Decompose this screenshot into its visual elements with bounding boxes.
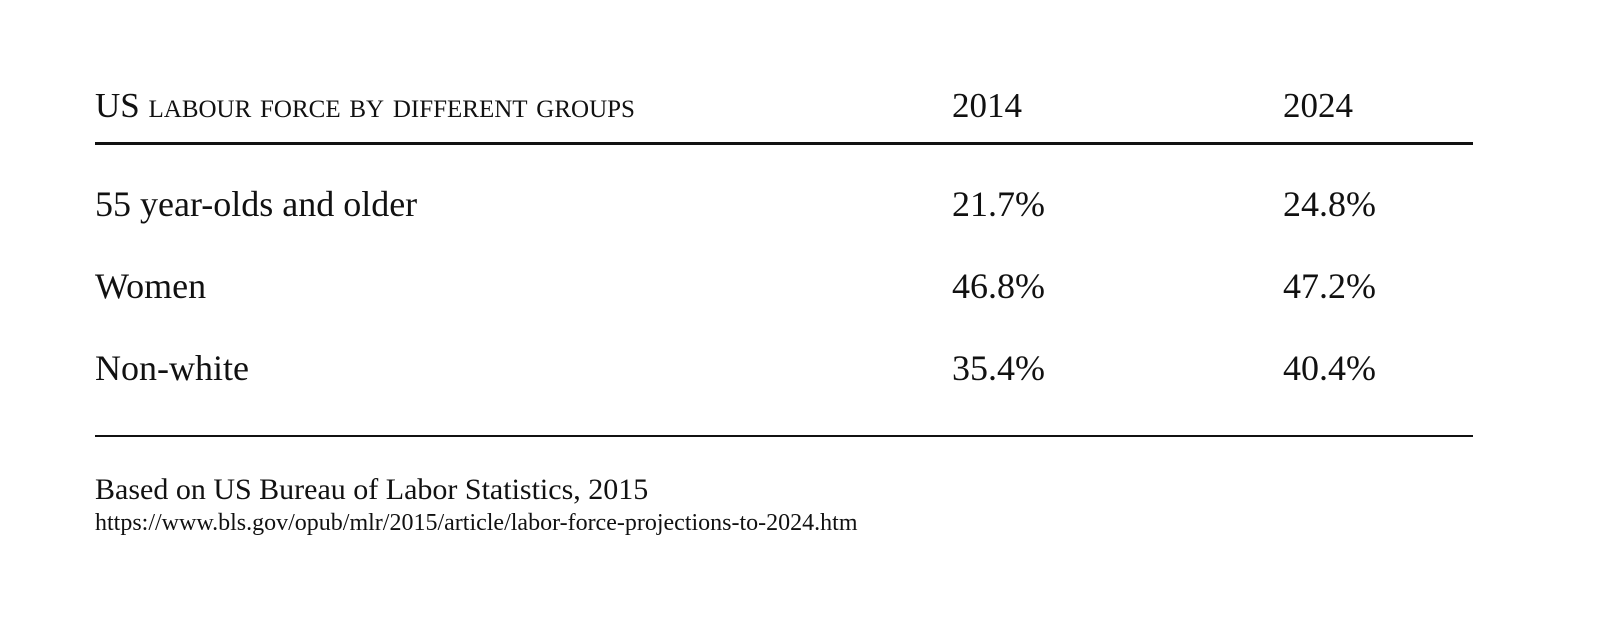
source-url: https://www.bls.gov/opub/mlr/2015/articl… <box>95 510 858 536</box>
row-label: 55 year-olds and older <box>95 184 418 224</box>
footer-rule <box>95 435 1473 437</box>
row-label: Women <box>95 266 207 306</box>
column-header: 2024 <box>1283 86 1353 125</box>
cell: 46.8% <box>952 266 1045 306</box>
cell: 21.7% <box>952 184 1045 224</box>
cell: 24.8% <box>1283 184 1376 224</box>
cell: 35.4% <box>952 348 1045 388</box>
table-title: US labour force by different groups <box>95 86 635 125</box>
row-label: Non-white <box>95 348 249 388</box>
cell: 40.4% <box>1283 348 1376 388</box>
cell: 47.2% <box>1283 266 1376 306</box>
column-header: 2014 <box>952 86 1022 125</box>
header-rule <box>95 142 1473 145</box>
source-note: Based on US Bureau of Labor Statistics, … <box>95 473 649 506</box>
